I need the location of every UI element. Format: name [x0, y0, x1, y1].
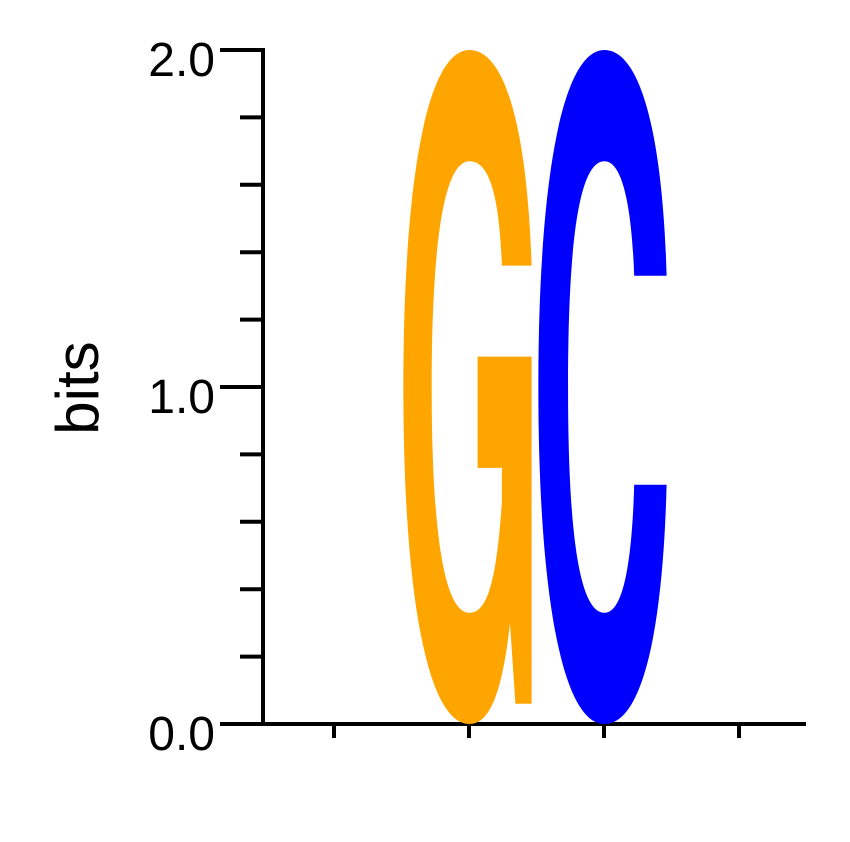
logo-letters: [403, 50, 667, 724]
y-ticks: [220, 48, 263, 726]
x-ticks: [332, 724, 741, 738]
y-tick-label-1: 1.0: [148, 371, 215, 424]
logo-letter-c-pos2: [538, 50, 667, 724]
y-tick-label-0: 0.0: [148, 708, 215, 761]
logo-letter-g-pos1: [403, 50, 532, 724]
y-tick-label-2: 2.0: [148, 34, 215, 87]
y-axis-title: bits: [44, 341, 111, 434]
